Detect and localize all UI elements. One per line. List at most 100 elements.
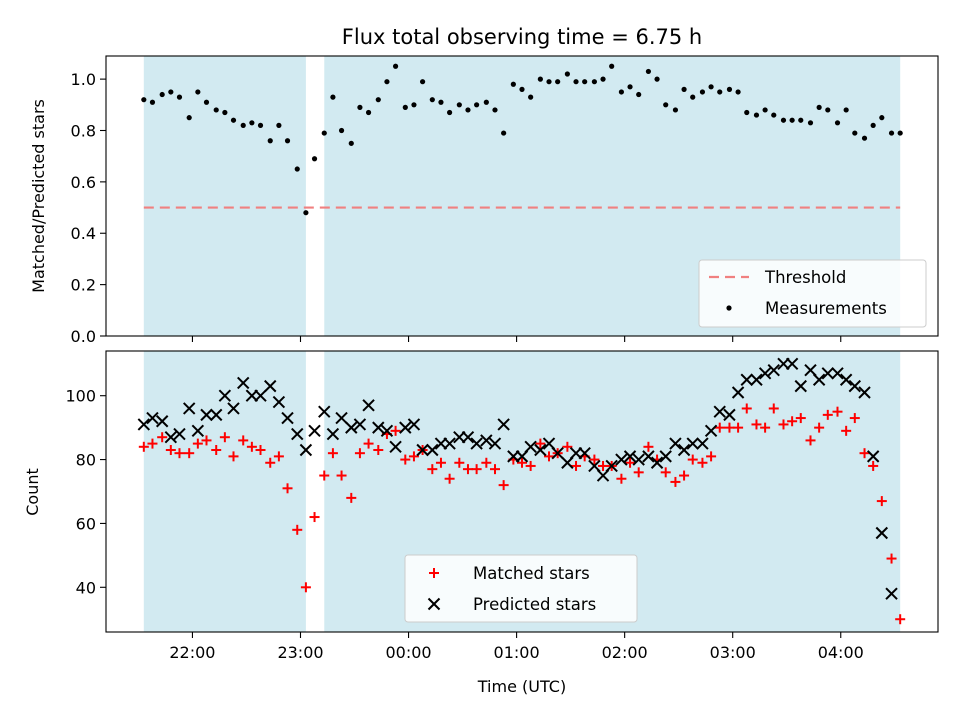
measurement-point [744,109,750,116]
measurement-point [771,112,777,118]
measurement-point [338,127,345,134]
matched-star-point [625,457,636,468]
top-legend: Threshold Measurements [698,259,927,328]
predicted-star-point [182,402,196,415]
predicted-star-point [480,434,493,447]
predicted-star-point [173,427,186,441]
y-tick-label: 0.0 [71,327,96,346]
measurement-point [186,115,192,121]
matched-star-point [895,614,906,625]
matched-star-point [219,432,230,443]
matched-star-point [444,473,455,484]
top-x-ticks [191,336,842,342]
matched-star-point [327,448,338,459]
matched-star-point [868,460,879,471]
matched-star-point [354,448,365,459]
y-tick-label: 0.8 [71,121,96,140]
y-tick-label: 100 [65,387,96,406]
predicted-star-point [740,373,753,386]
predicted-star-point [669,437,682,450]
predicted-star-point [858,386,871,399]
matched-star-point [616,473,627,484]
top-panel: 0.0 0.2 0.4 0.6 0.8 1.0 Flux total observing … [29,25,939,346]
matched-star-point [429,568,439,578]
predicted-star-point [237,376,250,390]
measurement-point [267,138,273,144]
matched-star-point [741,403,752,414]
measurement-point [654,76,660,82]
predicted-star-point [642,450,655,463]
measurement-point [195,89,201,95]
y-tick-label: 0.6 [71,173,96,192]
predicted-star-point [443,437,456,450]
matched-star-point [724,422,735,433]
matched-star-point [849,413,860,424]
predicted-star-point [318,405,331,418]
predicted-star-point [812,373,826,386]
predicted-star-point [713,405,726,418]
x-tick-label: 02:00 [602,643,648,662]
predicted-star-point [353,418,367,431]
matched-star-point [471,464,482,475]
measurement-point [375,97,381,103]
measurement-point [852,130,858,136]
predicted-star-point [686,437,699,450]
measurement-point [762,107,768,113]
bottom-axes-frame [105,350,939,633]
matched-star-point [733,422,744,433]
matched-star-point [706,451,717,462]
predicted-star-point [605,459,618,473]
predicted-star-point [281,411,294,425]
measurement-point [222,109,228,116]
measurement-point [330,94,336,100]
matched-star-point [832,406,843,417]
matched-stars-legend-swatch [429,568,439,578]
predicted-star-point [326,427,340,441]
bottom-y-ticks: 40 60 80 100 [65,387,106,597]
predicted-star-point [659,450,672,463]
y-tick-label: 0.2 [71,276,96,295]
y-tick-label: 60 [76,514,96,533]
predicted-star-point [723,408,736,422]
measurement-point [555,79,561,85]
top-legend-box [698,259,927,328]
matched-star-point [778,419,789,430]
measurements-series [141,63,903,216]
bottom-y-axis-label: Count [23,468,42,516]
matched-star-point [805,435,816,446]
x-tick-label: 00:00 [385,643,431,662]
predicted-star-point [497,418,510,431]
measurement-point [825,107,831,113]
measurement-point [843,107,849,113]
matched-star-point [679,470,690,481]
matched-star-point [714,422,725,433]
measurement-point [546,79,552,85]
matched-star-point [660,467,671,478]
matched-star-point [525,460,536,471]
bottom-legend: Matched stars Predicted stars [404,554,638,623]
x-tick-label: 03:00 [710,643,756,662]
measurement-point [483,99,489,105]
predicted-star-point [416,443,429,457]
bottom-panel: 40 60 80 100 22:00 23:00 00:00 01:00 02:00 03:00… [23,350,939,696]
measurement-point [365,109,372,116]
predicted-star-point [146,411,159,425]
predicted-star-point [524,440,537,454]
measurement-point [357,104,363,110]
measurement-point [888,130,895,136]
measurement-point [753,112,760,118]
top-y-axis-label: Matched/Predicted stars [29,99,48,293]
predicted-stars-legend-label: Predicted stars [473,595,596,614]
matched-star-point [822,409,833,420]
matched-star-point [462,464,473,475]
x-tick-label: 22:00 [169,643,215,662]
predicted-star-point [551,446,564,460]
predicted-star-point [731,386,745,399]
measurement-point [294,166,300,172]
matched-star-point [598,460,609,471]
matched-star-point [498,480,509,491]
measurement-point [402,104,408,110]
predicted-star-point [677,443,691,457]
y-tick-label: 80 [76,451,96,470]
